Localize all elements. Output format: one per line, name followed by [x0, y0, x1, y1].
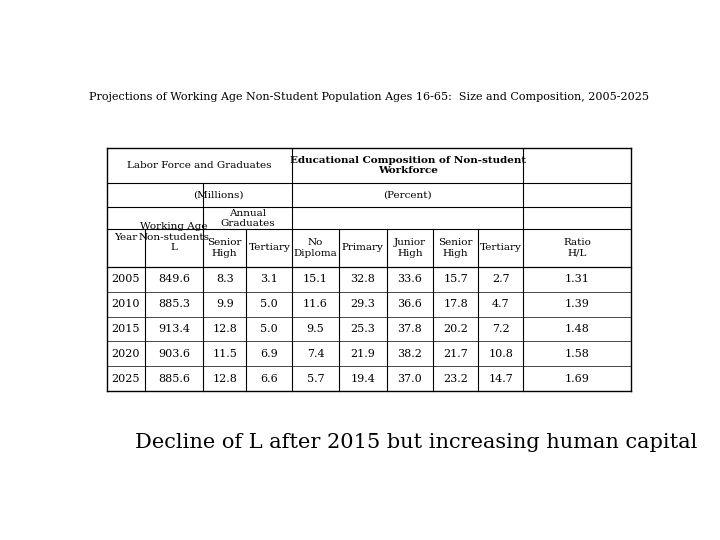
Text: 913.4: 913.4 — [158, 324, 190, 334]
Text: 21.9: 21.9 — [350, 349, 375, 359]
Text: (Millions): (Millions) — [193, 191, 243, 200]
Text: Tertiary: Tertiary — [248, 244, 290, 253]
Text: 20.2: 20.2 — [443, 324, 468, 334]
Text: Senior
High: Senior High — [207, 238, 242, 258]
Text: Projections of Working Age Non-Student Population Ages 16-65:  Size and Composit: Projections of Working Age Non-Student P… — [89, 92, 649, 102]
Text: 2020: 2020 — [112, 349, 140, 359]
Text: 6.6: 6.6 — [261, 374, 278, 384]
Text: 5.7: 5.7 — [307, 374, 324, 384]
Text: 19.4: 19.4 — [350, 374, 375, 384]
Text: 2015: 2015 — [112, 324, 140, 334]
Text: 10.8: 10.8 — [488, 349, 513, 359]
Text: 9.5: 9.5 — [307, 324, 325, 334]
Text: Annual
Graduates: Annual Graduates — [220, 208, 275, 228]
Text: 5.0: 5.0 — [261, 324, 278, 334]
Text: 29.3: 29.3 — [350, 299, 375, 309]
Text: 885.3: 885.3 — [158, 299, 190, 309]
Text: 12.8: 12.8 — [212, 374, 237, 384]
Text: No
Diploma: No Diploma — [294, 238, 338, 258]
Text: 885.6: 885.6 — [158, 374, 190, 384]
Text: 2025: 2025 — [112, 374, 140, 384]
Text: 17.8: 17.8 — [444, 299, 468, 309]
Text: 23.2: 23.2 — [443, 374, 468, 384]
Text: 1.31: 1.31 — [564, 274, 590, 285]
Text: 7.4: 7.4 — [307, 349, 324, 359]
Text: 37.8: 37.8 — [397, 324, 423, 334]
Text: 21.7: 21.7 — [444, 349, 468, 359]
Text: 3.1: 3.1 — [261, 274, 278, 285]
Text: 1.58: 1.58 — [564, 349, 590, 359]
Text: 849.6: 849.6 — [158, 274, 190, 285]
Text: 1.39: 1.39 — [564, 299, 590, 309]
Text: Educational Composition of Non-student
Workforce: Educational Composition of Non-student W… — [289, 156, 526, 175]
Text: 33.6: 33.6 — [397, 274, 423, 285]
Text: 8.3: 8.3 — [216, 274, 233, 285]
Text: 14.7: 14.7 — [488, 374, 513, 384]
Text: Labor Force and Graduates: Labor Force and Graduates — [127, 161, 272, 170]
Text: 12.8: 12.8 — [212, 324, 237, 334]
Text: 15.7: 15.7 — [444, 274, 468, 285]
Text: 7.2: 7.2 — [492, 324, 510, 334]
Text: 2.7: 2.7 — [492, 274, 510, 285]
Text: Primary: Primary — [342, 244, 384, 253]
Text: 38.2: 38.2 — [397, 349, 423, 359]
Text: 15.1: 15.1 — [303, 274, 328, 285]
Text: 37.0: 37.0 — [397, 374, 423, 384]
Text: 5.0: 5.0 — [261, 299, 278, 309]
Text: Senior
High: Senior High — [438, 238, 473, 258]
Text: Junior
High: Junior High — [394, 238, 426, 258]
Text: 1.69: 1.69 — [564, 374, 590, 384]
Text: Ratio
H/L: Ratio H/L — [563, 238, 591, 258]
Text: 11.5: 11.5 — [212, 349, 237, 359]
Text: 32.8: 32.8 — [350, 274, 375, 285]
Text: (Percent): (Percent) — [384, 191, 432, 200]
Text: 2010: 2010 — [112, 299, 140, 309]
Text: 2005: 2005 — [112, 274, 140, 285]
Text: 903.6: 903.6 — [158, 349, 190, 359]
Text: 6.9: 6.9 — [261, 349, 278, 359]
Text: Decline of L after 2015 but increasing human capital: Decline of L after 2015 but increasing h… — [135, 433, 697, 452]
Text: 1.48: 1.48 — [564, 324, 590, 334]
Text: 4.7: 4.7 — [492, 299, 510, 309]
Text: 25.3: 25.3 — [350, 324, 375, 334]
Text: 9.9: 9.9 — [216, 299, 233, 309]
Text: 11.6: 11.6 — [303, 299, 328, 309]
Text: Working Age
Non-students
L: Working Age Non-students L — [138, 222, 210, 252]
Text: Year: Year — [114, 233, 138, 241]
Text: Tertiary: Tertiary — [480, 244, 521, 253]
Text: 36.6: 36.6 — [397, 299, 423, 309]
